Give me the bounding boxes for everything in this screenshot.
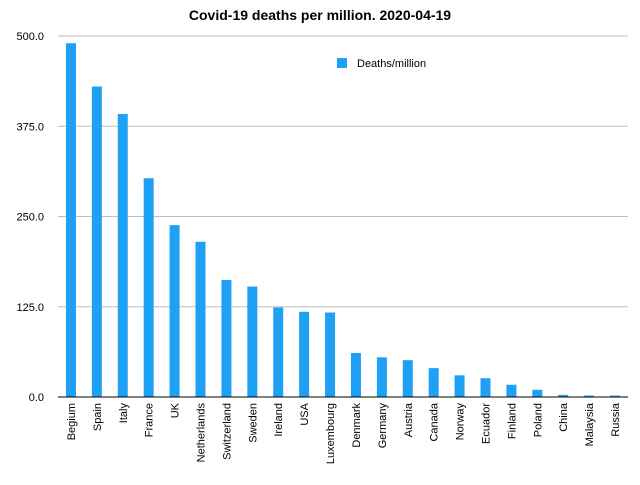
- bar-france: [143, 178, 154, 397]
- bar-italy: [117, 113, 128, 397]
- x-tick-label: Canada: [429, 402, 441, 441]
- chart-title: Covid-19 deaths per million. 2020-04-19: [189, 7, 451, 23]
- bar-poland: [532, 389, 543, 397]
- bar-denmark: [350, 352, 361, 397]
- bar-malaysia: [584, 395, 595, 397]
- legend-label: Deaths/million: [357, 58, 426, 70]
- bar-spain: [91, 86, 102, 397]
- bar-uk: [169, 225, 180, 397]
- x-tick-label: Luxembourg: [325, 403, 337, 464]
- y-tick-label: 125.0: [16, 302, 44, 314]
- y-axis-tick-labels: 0.0 125.0 250.0 375.0 500.0: [16, 31, 44, 404]
- x-tick-label: Spain: [92, 403, 104, 431]
- x-tick-label: UK: [170, 402, 182, 418]
- bar-germany: [376, 357, 387, 397]
- x-tick-label: USA: [299, 402, 311, 425]
- x-tick-label: China: [558, 402, 570, 432]
- x-tick-label: Germany: [377, 403, 389, 449]
- legend-swatch: [337, 58, 347, 68]
- legend: Deaths/million: [337, 58, 426, 70]
- bar-netherlands: [195, 241, 206, 397]
- bar-sweden: [247, 286, 258, 397]
- bars: [65, 43, 621, 397]
- y-tick-label: 250.0: [16, 212, 44, 224]
- x-tick-label: Italy: [118, 403, 130, 424]
- x-tick-label: France: [144, 403, 156, 437]
- x-tick-label: Denmark: [351, 403, 363, 448]
- x-tick-label: Ireland: [273, 403, 285, 437]
- x-tick-label: Norway: [455, 403, 467, 441]
- bar-russia: [610, 395, 621, 397]
- x-axis-category-labels: Begium Spain Italy France UK Netherlands Switz…: [66, 402, 622, 464]
- x-tick-label: Malaysia: [584, 402, 596, 446]
- y-tick-label: 375.0: [16, 121, 44, 133]
- x-tick-label: Switzerland: [221, 403, 233, 460]
- x-tick-label: Netherlands: [196, 403, 208, 463]
- x-tick-label: Finland: [506, 403, 518, 439]
- gridlines: [58, 35, 628, 308]
- bar-begium: [65, 43, 76, 397]
- x-tick-label: Austria: [403, 402, 415, 437]
- x-tick-label: Ecuador: [481, 403, 493, 444]
- bar-luxembourg: [325, 312, 336, 397]
- y-tick-label: 0.0: [29, 392, 44, 404]
- bar-austria: [402, 360, 413, 397]
- bar-norway: [454, 375, 465, 397]
- x-tick-label: Russia: [610, 402, 622, 437]
- bar-ireland: [273, 307, 284, 397]
- bar-switzerland: [221, 280, 232, 397]
- x-tick-label: Begium: [66, 403, 78, 440]
- y-tick-label: 500.0: [16, 31, 44, 43]
- bar-ecuador: [480, 378, 491, 397]
- x-tick-label: Poland: [532, 403, 544, 437]
- bar-china: [558, 394, 569, 397]
- bar-finland: [506, 384, 517, 397]
- x-tick-label: Sweden: [247, 403, 259, 443]
- bar-usa: [299, 311, 310, 397]
- bar-canada: [428, 368, 439, 397]
